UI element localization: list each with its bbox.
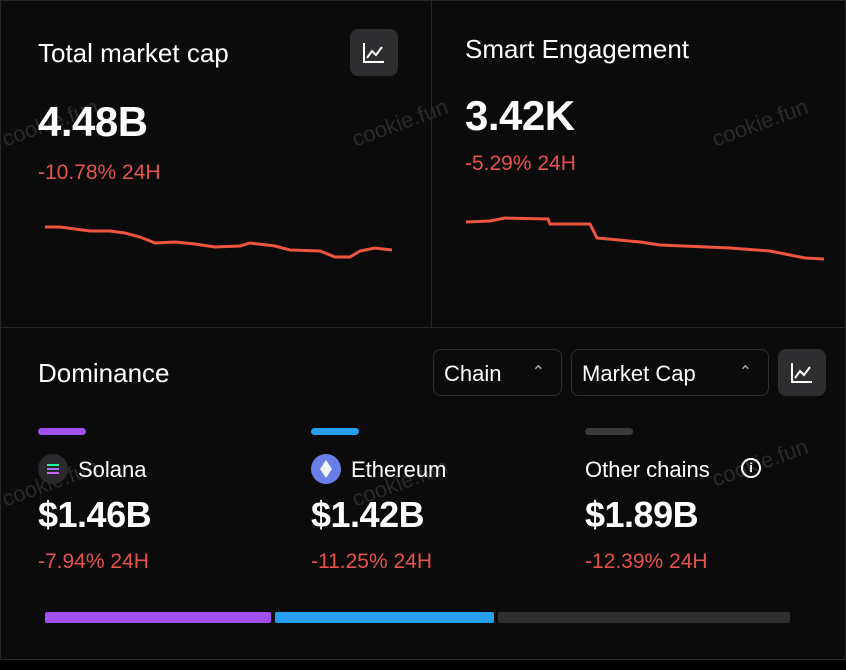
chain-change: -7.94% 24H xyxy=(38,550,149,573)
select-arrows: ⌃ xyxy=(738,364,752,381)
chart-icon xyxy=(363,43,384,63)
metric-change: -5.29% 24H xyxy=(465,152,576,175)
chain-value: $1.42B xyxy=(311,494,425,535)
chain-icon xyxy=(38,454,68,484)
legend-pill xyxy=(38,428,86,435)
metric-change: -10.78% 24H xyxy=(38,161,161,184)
section-title: Dominance xyxy=(38,358,170,388)
select-label: Chain xyxy=(444,361,502,386)
select-arrows: ⌃ xyxy=(531,364,545,381)
chart-button[interactable] xyxy=(778,349,826,396)
legend-pill xyxy=(311,428,359,435)
sparkline xyxy=(45,225,393,259)
chain-name: Solana xyxy=(78,457,147,482)
dominance-bar xyxy=(45,612,271,623)
sparkline xyxy=(465,216,825,261)
legend-pill xyxy=(585,428,633,435)
chain-change: -11.25% 24H xyxy=(311,550,433,573)
chart-icon xyxy=(791,363,812,383)
card-title: Total market cap xyxy=(38,38,229,68)
chain-change: -12.39% 24H xyxy=(585,550,708,573)
dominance-bar xyxy=(274,612,494,623)
sparklines xyxy=(45,216,825,261)
dominance-card xyxy=(0,327,846,660)
chain-value: $1.89B xyxy=(585,494,699,535)
chain-icon xyxy=(311,454,341,484)
select-label: Market Cap xyxy=(582,361,696,386)
dominance-bar xyxy=(497,612,790,623)
group-select[interactable]: Chain ⌃ xyxy=(433,349,562,396)
metric-value: 4.48B xyxy=(38,98,148,145)
chain-name: Ethereum xyxy=(351,457,447,482)
chain-name: Other chains xyxy=(585,457,710,482)
engagement-card xyxy=(431,0,846,328)
info-icon: i xyxy=(741,458,761,478)
chain-value: $1.46B xyxy=(38,494,152,535)
card-title: Smart Engagement xyxy=(465,34,690,64)
metric-value: 3.42K xyxy=(465,92,575,139)
chart-button[interactable] xyxy=(350,29,398,76)
metric-select[interactable]: Market Cap ⌃ xyxy=(571,349,769,396)
